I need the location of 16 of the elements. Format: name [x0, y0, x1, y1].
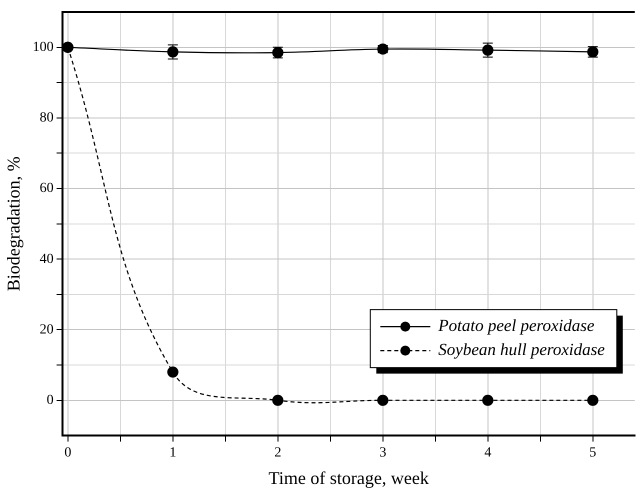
y-tick-label: 20 — [40, 322, 54, 338]
y-axis-title: Biodegradation, % — [4, 156, 24, 292]
x-axis-title: Time of storage, week — [268, 468, 429, 488]
legend-label: Soybean hull peroxidase — [438, 340, 606, 360]
x-tick-label: 2 — [274, 446, 282, 461]
x-tick-label: 1 — [169, 446, 176, 461]
x-tick-label: 4 — [484, 446, 492, 461]
y-tick-label: 100 — [32, 40, 54, 55]
y-tick-label: 80 — [40, 110, 54, 126]
y-tick-label: 0 — [46, 392, 54, 408]
y-tick-label: 40 — [40, 252, 54, 267]
x-tick-label: 5 — [589, 446, 596, 461]
x-tick-label: 0 — [64, 446, 72, 461]
x-tick-label: 3 — [379, 446, 386, 461]
y-tick-label: 60 — [40, 181, 54, 196]
legend-label: Potato peel peroxidase — [437, 316, 595, 336]
